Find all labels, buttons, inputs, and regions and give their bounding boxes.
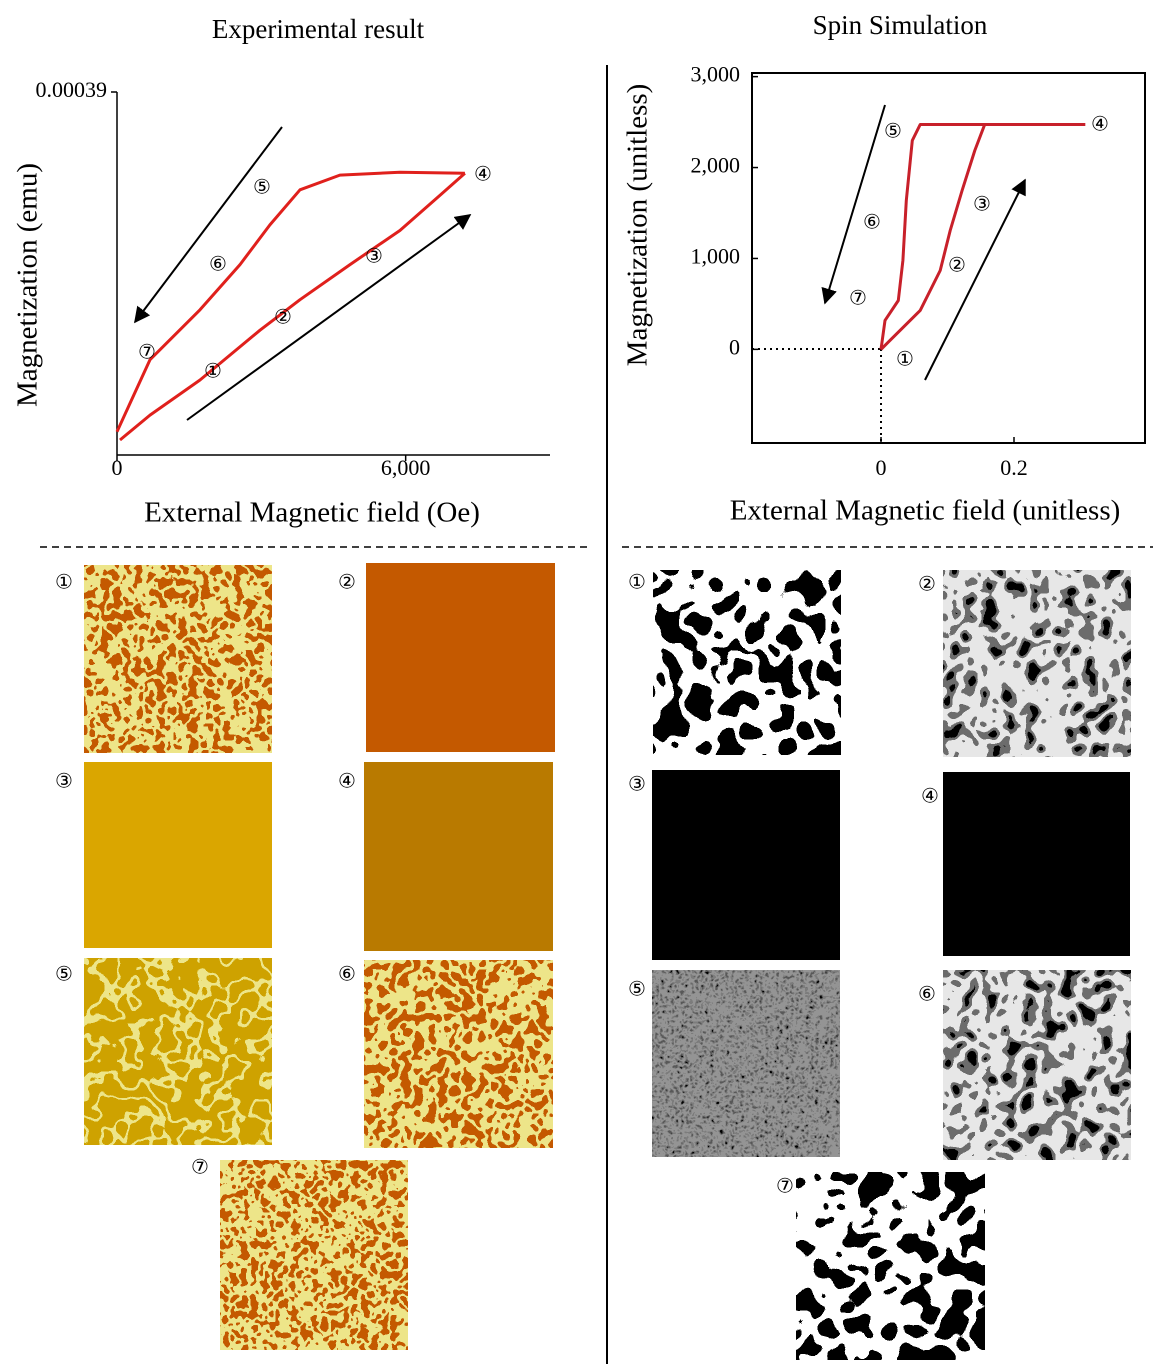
panel-label: ①	[55, 570, 73, 594]
annotation: ③	[365, 244, 383, 268]
domain-image	[84, 565, 272, 753]
annotation: ⑥	[209, 252, 227, 276]
x-axis-label: External Magnetic field (Oe)	[144, 497, 480, 529]
y-tick-label: 1,000	[691, 244, 741, 269]
panel-label: ③	[55, 769, 73, 793]
arrow	[134, 126, 283, 324]
annotation: ③	[973, 192, 991, 216]
annotation: ①	[204, 359, 222, 383]
domain-image	[943, 970, 1131, 1160]
panel-label: ⑥	[338, 962, 356, 986]
y-axis-label: Magnetization (unitless)	[622, 84, 654, 367]
arrow	[821, 104, 886, 305]
annotation: ④	[1091, 112, 1109, 136]
domain-image	[84, 958, 272, 1145]
annotation: ⑤	[884, 119, 902, 143]
x-tick-label: 6,000	[381, 455, 431, 480]
y-tick-label: 0.00039	[36, 77, 108, 102]
domain-image	[943, 772, 1130, 956]
domain-image	[652, 970, 840, 1157]
domain-image	[84, 762, 272, 948]
domain-image	[364, 960, 553, 1148]
chart-title: Experimental result	[212, 14, 425, 44]
panel-label: ③	[628, 772, 646, 796]
annotation: ⑥	[863, 210, 881, 234]
panel-label: ⑥	[918, 982, 936, 1006]
panel-label: ②	[918, 572, 936, 596]
domain-image	[652, 770, 840, 960]
domain-image	[364, 762, 553, 951]
panel-label: ④	[921, 784, 939, 808]
annotation: ⑤	[253, 175, 271, 199]
y-tick-label: 0	[729, 334, 740, 359]
domain-image	[796, 1172, 985, 1360]
x-tick-label: 0.2	[1000, 455, 1028, 480]
panel-label: ⑦	[191, 1155, 209, 1179]
curve	[115, 170, 465, 433]
domain-image	[220, 1160, 408, 1350]
annotation: ⑦	[849, 286, 867, 310]
y-tick-label: 2,000	[691, 153, 741, 178]
y-tick-label: 3,000	[691, 62, 741, 87]
panel-label: ④	[338, 769, 356, 793]
domain-image	[943, 570, 1131, 757]
arrow	[924, 178, 1026, 381]
domain-image	[653, 570, 841, 755]
x-axis-label: External Magnetic field (unitless)	[730, 495, 1121, 527]
annotation: ②	[948, 253, 966, 277]
chart-title: Spin Simulation	[813, 10, 988, 40]
panel-label: ⑦	[776, 1174, 794, 1198]
curve	[879, 123, 1086, 351]
y-axis-label: Magnetization (emu)	[12, 163, 44, 407]
x-tick-label: 0	[112, 455, 123, 480]
x-tick-label: 0	[876, 455, 887, 480]
domain-image	[366, 563, 555, 752]
panel-label: ⑤	[55, 962, 73, 986]
panel-label: ②	[338, 570, 356, 594]
panel-label: ①	[628, 570, 646, 594]
panel-label: ⑤	[628, 977, 646, 1001]
annotation: ①	[896, 347, 914, 371]
annotation: ④	[474, 162, 492, 186]
annotation: ②	[274, 305, 292, 329]
arrow	[186, 214, 472, 421]
curve	[879, 123, 1086, 350]
annotation: ⑦	[138, 340, 156, 364]
curve	[119, 172, 466, 442]
